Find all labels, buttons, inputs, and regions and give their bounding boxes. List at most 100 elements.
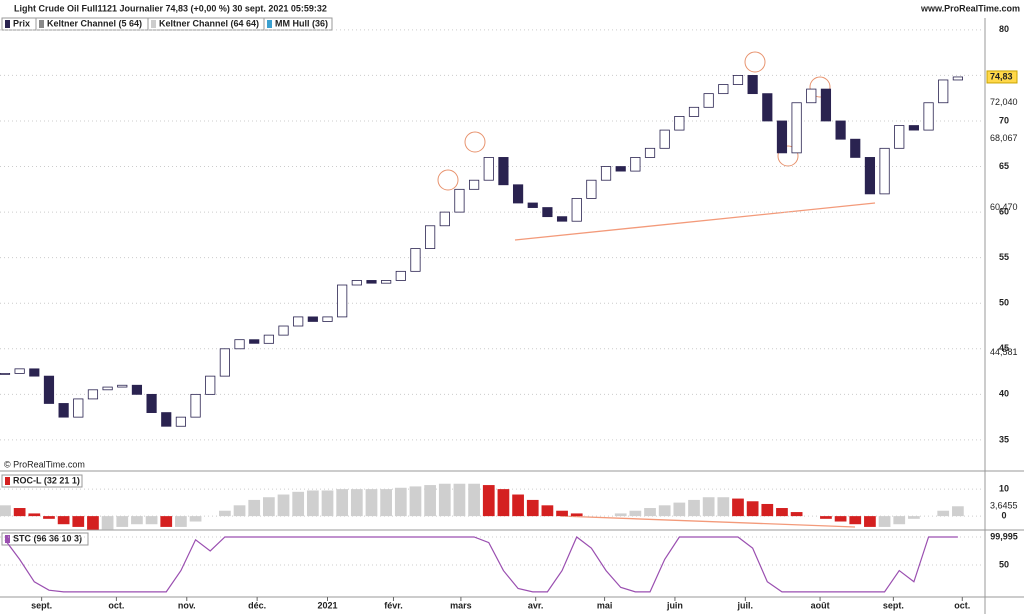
roc-bar <box>673 502 686 517</box>
price-label: 44,581 <box>990 347 1018 357</box>
candle <box>263 334 274 344</box>
roc-bar <box>438 483 451 517</box>
roc-bar <box>336 489 349 517</box>
candle <box>29 368 40 377</box>
price-label: 60,470 <box>990 202 1018 212</box>
y-tick-label: 10 <box>999 483 1009 493</box>
candle <box>205 375 216 395</box>
panel-label: STC (96 36 10 3) <box>13 533 82 543</box>
candle <box>688 106 700 117</box>
legend: Prix Keltner Channel (5 64) Keltner Chan… <box>1 17 333 31</box>
price-label: 72,040 <box>990 97 1018 107</box>
x-tick-label: juin <box>666 600 683 610</box>
title: Light Crude Oil Full1121 Journalier 74,8… <box>14 3 327 13</box>
candle <box>908 125 919 131</box>
price-label: 68,067 <box>990 133 1018 143</box>
candle <box>659 129 670 149</box>
price-badge <box>986 70 1018 84</box>
circle <box>744 51 766 73</box>
roc-bar <box>820 516 832 519</box>
candle <box>117 384 128 388</box>
candle <box>410 248 421 272</box>
x-tick-label: avr. <box>528 600 544 610</box>
candle <box>146 393 157 413</box>
candle <box>425 225 436 249</box>
legend-swatch <box>5 477 10 485</box>
pattern-circles <box>437 51 831 191</box>
candle <box>527 202 538 208</box>
roc-bar <box>761 503 774 517</box>
roc-bar <box>497 489 510 517</box>
candle <box>87 389 99 400</box>
candle <box>102 386 113 391</box>
roc-bar <box>717 497 730 517</box>
roc-bar <box>453 483 466 517</box>
candle <box>850 138 861 158</box>
roc-bar <box>189 516 202 522</box>
legend-label: Keltner Channel (5 64) <box>47 18 142 28</box>
legend-label: MM Hull (36) <box>275 18 328 28</box>
x-tick-label: août <box>811 600 830 610</box>
roc-bar <box>512 494 524 517</box>
last-label: 3,6455 <box>990 501 1018 511</box>
roc-bar <box>702 497 715 517</box>
candle <box>732 75 744 85</box>
roc-bar <box>277 494 290 517</box>
roc-bar <box>658 505 671 517</box>
x-tick-label: déc. <box>248 600 266 610</box>
candle <box>278 325 289 336</box>
candle <box>337 284 348 318</box>
roc-bar <box>262 497 275 517</box>
roc-bar <box>864 516 876 527</box>
candle <box>762 93 773 122</box>
roc-bar <box>101 516 114 530</box>
candle <box>747 75 758 95</box>
roc-bar <box>28 513 41 517</box>
roc-bar <box>790 512 803 517</box>
legend-swatch <box>5 535 10 543</box>
roc-bar <box>175 516 187 527</box>
x-tick-label: oct. <box>108 600 124 610</box>
circle <box>437 169 459 191</box>
roc-bar <box>350 489 363 517</box>
roc-bar <box>131 516 143 525</box>
y-tick-label: 40 <box>999 389 1009 399</box>
roc-bar <box>145 516 158 525</box>
candle <box>923 102 934 131</box>
roc-bar <box>424 485 436 517</box>
panel-label: ROC-L (32 21 1) <box>13 475 80 485</box>
candle <box>43 375 55 404</box>
trend-line <box>559 515 856 528</box>
y-tick-label: 80 <box>999 24 1009 34</box>
candle <box>498 157 509 186</box>
roc-bar <box>688 499 700 517</box>
y-tick-label: 99,995 <box>990 531 1018 541</box>
candle <box>820 88 832 122</box>
legend-swatch <box>5 20 10 28</box>
roc-bar <box>746 501 759 517</box>
y-tick-label: 45 <box>999 343 1009 353</box>
candle <box>542 207 553 218</box>
roc-bar <box>556 510 568 517</box>
x-tick-label: juil. <box>737 600 754 610</box>
legend-swatch <box>151 20 156 28</box>
candle <box>644 147 656 158</box>
legend-label: Keltner Channel (64 64) <box>159 18 259 28</box>
roc-bar <box>219 510 231 517</box>
y-tick-label: 65 <box>999 161 1009 171</box>
roc-bar <box>908 516 920 519</box>
roc-bar <box>482 485 495 517</box>
roc-bar <box>321 490 334 517</box>
roc-bar <box>248 499 261 517</box>
x-tick-label: mars <box>450 600 472 610</box>
roc-bar <box>878 516 891 527</box>
circle <box>777 145 799 167</box>
candle <box>307 316 318 322</box>
roc-bar <box>893 516 906 525</box>
candle <box>161 412 172 427</box>
roc-bar <box>72 516 85 527</box>
roc-bar <box>937 510 950 517</box>
candle <box>249 339 260 344</box>
roc-bar <box>306 490 319 517</box>
